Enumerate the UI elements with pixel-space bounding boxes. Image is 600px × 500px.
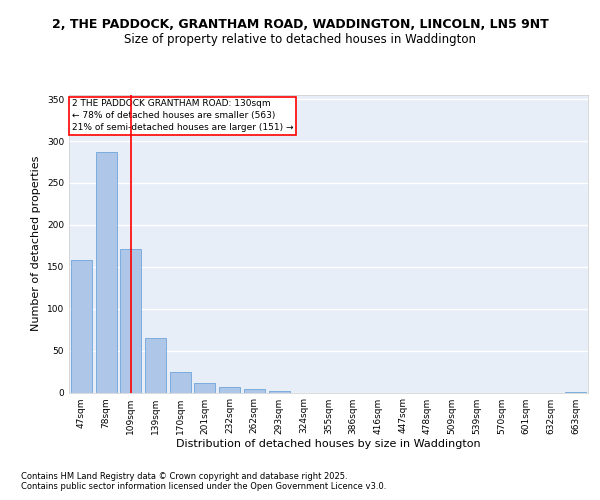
Bar xyxy=(219,386,240,392)
Bar xyxy=(194,384,215,392)
Text: Contains public sector information licensed under the Open Government Licence v3: Contains public sector information licen… xyxy=(21,482,386,491)
Bar xyxy=(244,389,265,392)
Text: Size of property relative to detached houses in Waddington: Size of property relative to detached ho… xyxy=(124,32,476,46)
X-axis label: Distribution of detached houses by size in Waddington: Distribution of detached houses by size … xyxy=(176,440,481,450)
Bar xyxy=(95,152,116,392)
Bar xyxy=(71,260,92,392)
Text: 2, THE PADDOCK, GRANTHAM ROAD, WADDINGTON, LINCOLN, LN5 9NT: 2, THE PADDOCK, GRANTHAM ROAD, WADDINGTO… xyxy=(52,18,548,30)
Y-axis label: Number of detached properties: Number of detached properties xyxy=(31,156,41,332)
Text: 2 THE PADDOCK GRANTHAM ROAD: 130sqm
← 78% of detached houses are smaller (563)
2: 2 THE PADDOCK GRANTHAM ROAD: 130sqm ← 78… xyxy=(71,100,293,132)
Text: Contains HM Land Registry data © Crown copyright and database right 2025.: Contains HM Land Registry data © Crown c… xyxy=(21,472,347,481)
Bar xyxy=(145,338,166,392)
Bar xyxy=(269,391,290,392)
Bar xyxy=(170,372,191,392)
Bar xyxy=(120,249,141,392)
